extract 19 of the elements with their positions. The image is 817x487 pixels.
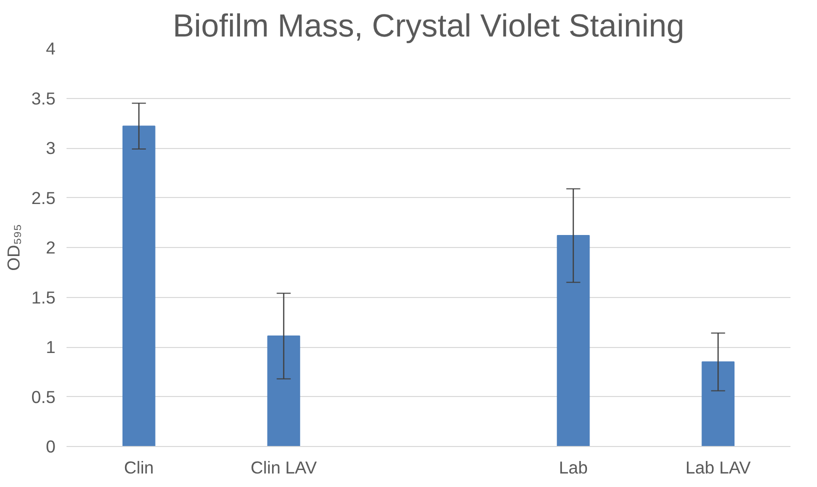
y-tick-label: 2.5 xyxy=(31,188,56,208)
chart-title: Biofilm Mass, Crystal Violet Staining xyxy=(172,8,684,44)
bar xyxy=(556,235,590,446)
y-tick-label: 1 xyxy=(46,337,56,357)
y-tick-label: 0 xyxy=(46,436,56,456)
bar xyxy=(122,126,156,446)
x-tick-label: Lab LAV xyxy=(686,458,752,478)
y-axis-title: OD₅₉₅ xyxy=(3,224,24,271)
x-tick-label: Lab xyxy=(558,458,588,478)
y-tick-label: 1.5 xyxy=(31,287,56,308)
y-tick-label: 2 xyxy=(46,238,56,258)
y-tick-label: 0.5 xyxy=(31,386,56,407)
bar xyxy=(267,336,300,446)
y-tick-label: 4 xyxy=(46,38,56,58)
y-tick-label: 3 xyxy=(46,138,56,158)
x-tick-label: Clin LAV xyxy=(250,458,318,478)
x-tick-label: Clin xyxy=(124,458,154,478)
bar xyxy=(702,361,735,446)
y-tick-label: 3.5 xyxy=(31,88,56,108)
